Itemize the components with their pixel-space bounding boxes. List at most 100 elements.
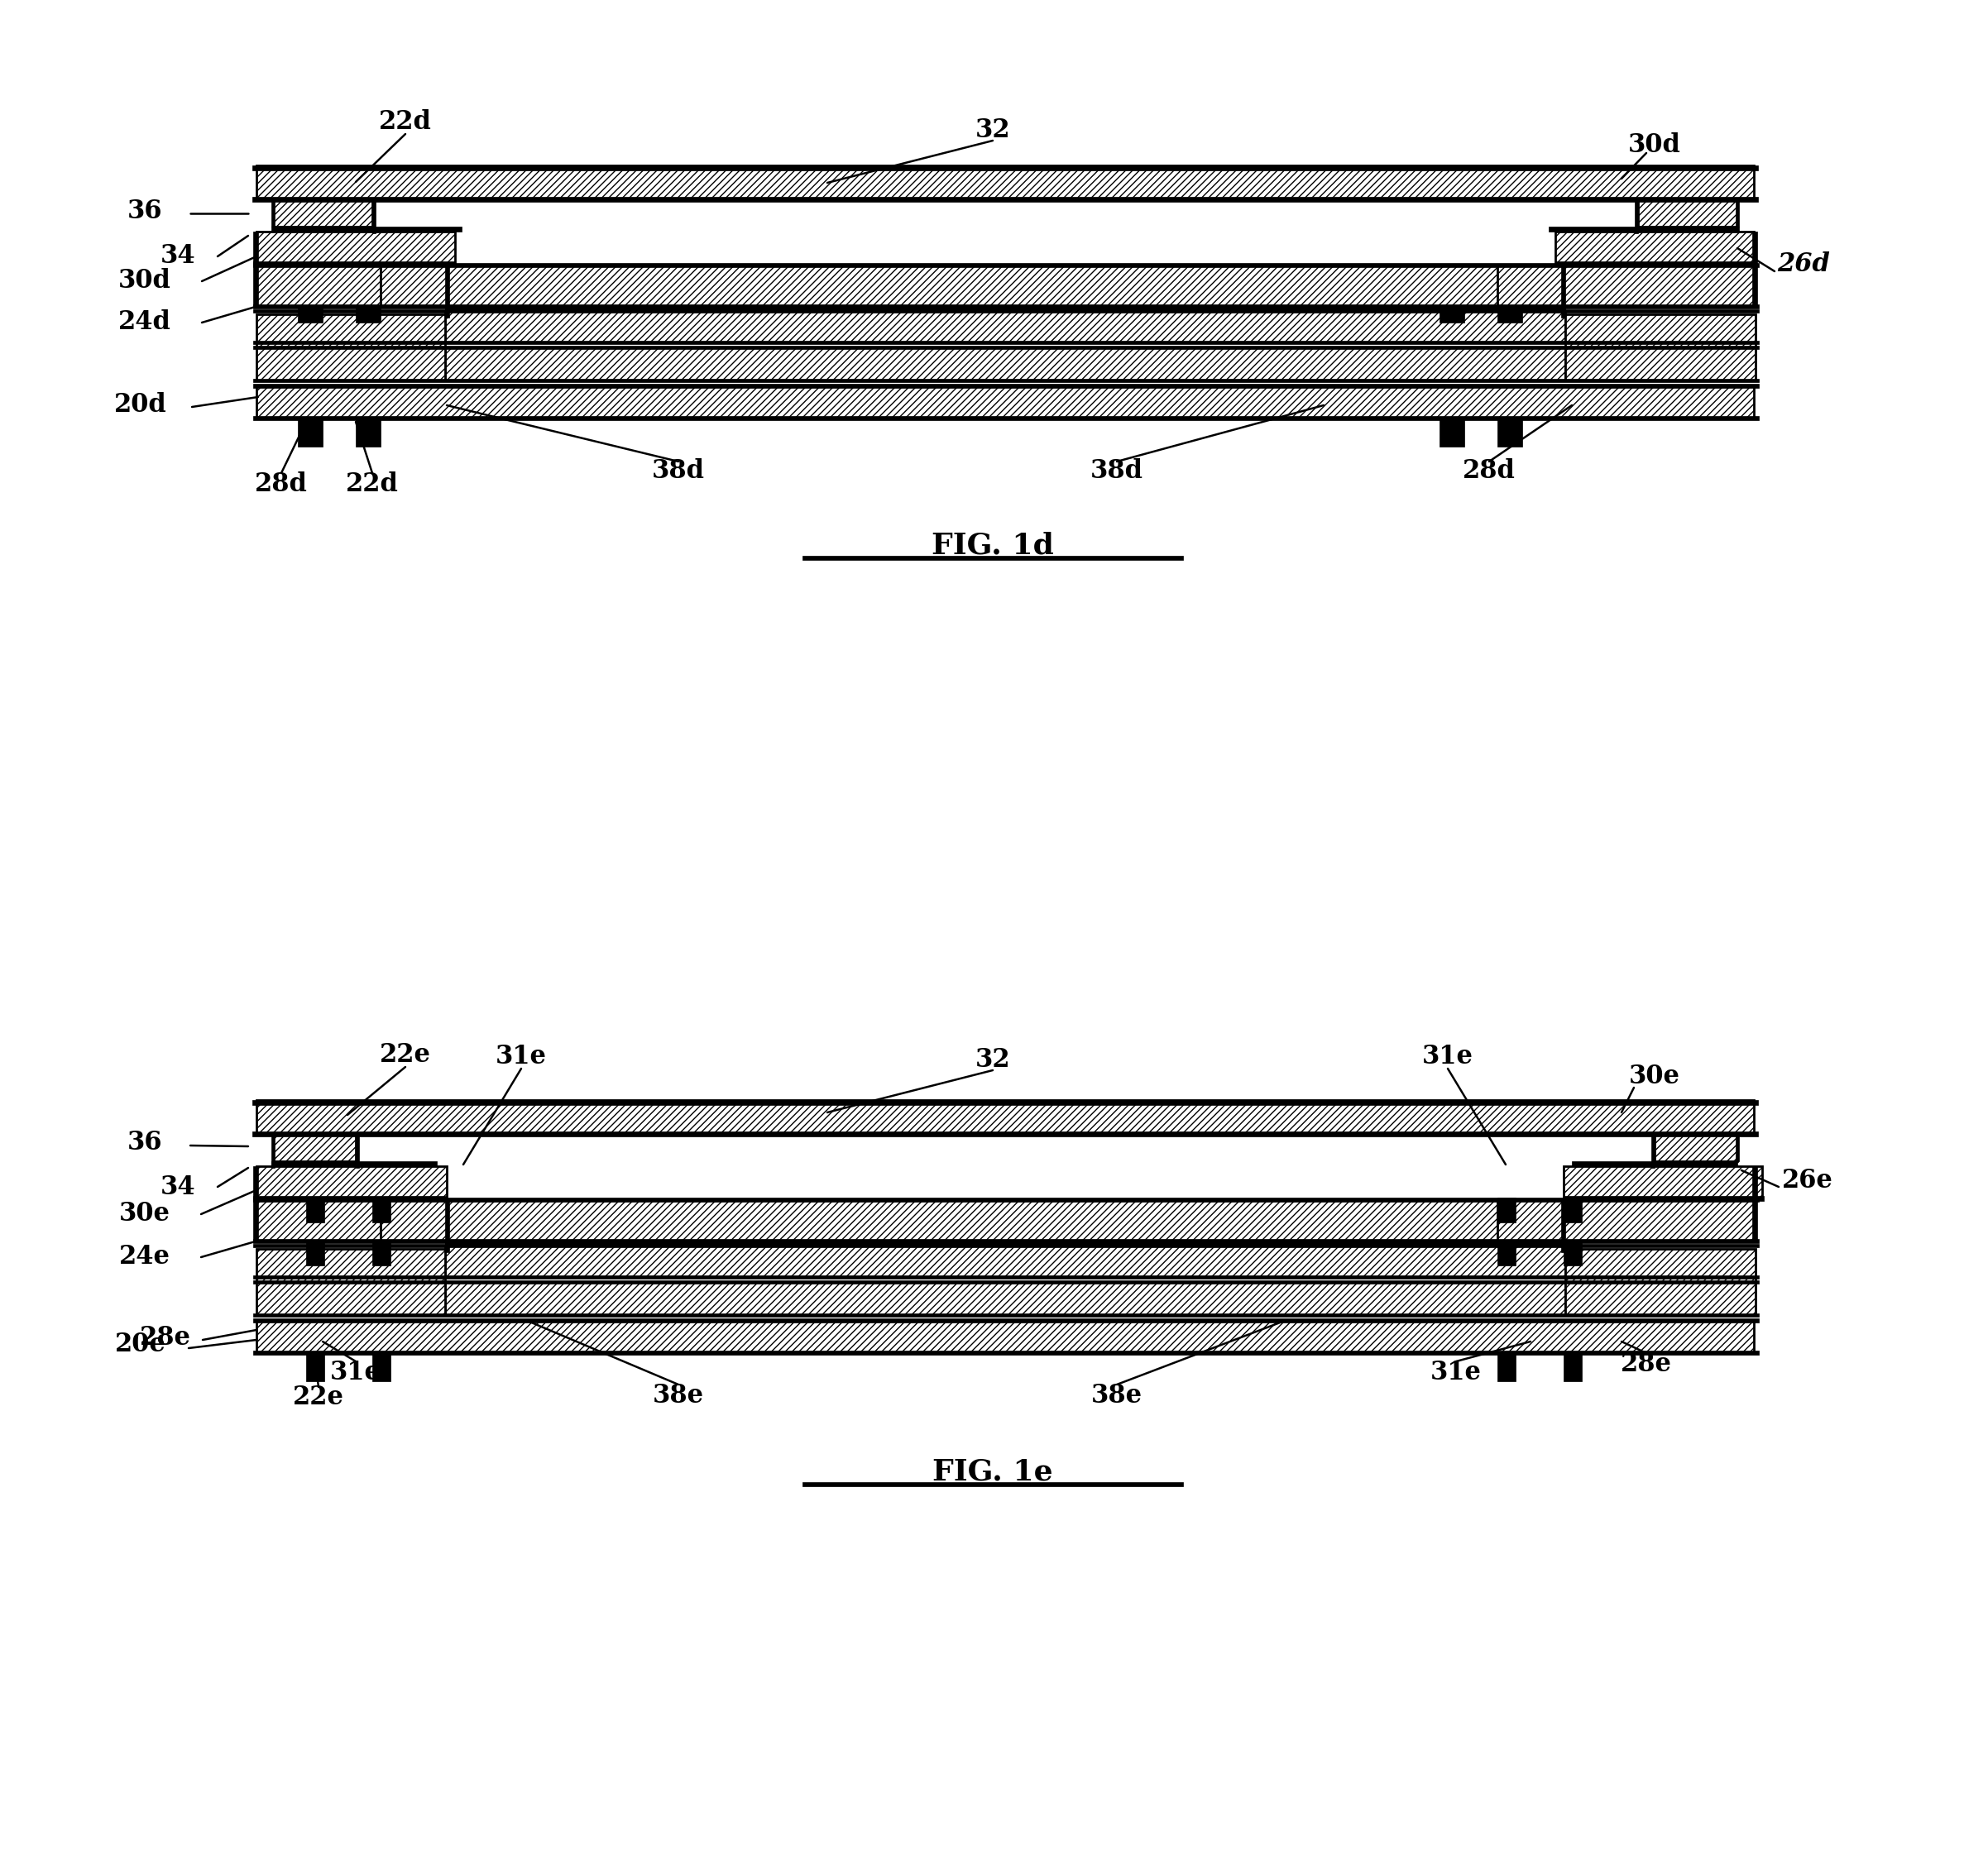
Bar [1439,308,1465,322]
Bar [1751,1200,1757,1241]
Bar [445,306,1565,311]
Bar [1634,201,1638,232]
Text: 38e: 38e [652,1384,704,1408]
Bar [803,555,1183,561]
Bar [252,232,258,264]
Text: 24e: 24e [119,1245,171,1269]
Bar [252,165,1757,171]
Bar [445,1245,1565,1277]
Bar [445,264,449,317]
Bar [1565,1354,1582,1382]
Bar [1497,418,1523,446]
Text: 36: 36 [127,1131,163,1155]
Bar [1565,1243,1582,1266]
Bar [1497,1354,1515,1382]
Bar [256,1101,1753,1134]
Bar [1751,232,1757,264]
Bar [256,165,1753,201]
Text: 28d: 28d [254,471,308,497]
Bar [380,264,1630,306]
Text: 28d: 28d [1463,459,1515,484]
Bar [252,263,1759,266]
Text: 32: 32 [976,118,1010,144]
Bar [1736,201,1740,227]
Bar [252,1281,1759,1284]
Text: 34: 34 [161,244,195,270]
Bar [256,315,445,381]
Bar [256,232,455,264]
Text: 31e: 31e [495,1044,547,1071]
Bar [1497,264,1753,306]
Text: 22e: 22e [380,1043,431,1067]
Text: 34: 34 [161,1174,195,1200]
Text: 36: 36 [127,199,163,223]
Text: 22d: 22d [380,109,431,135]
Bar [252,1239,1759,1243]
Bar [252,1166,258,1200]
Bar [252,1200,258,1241]
Text: 28e: 28e [139,1326,191,1352]
Text: 26e: 26e [1781,1168,1833,1194]
Bar [372,1243,390,1266]
Bar [445,347,1565,381]
Bar [272,1134,356,1161]
Bar [1497,308,1523,322]
Bar [1565,1166,1761,1200]
Text: 20e: 20e [115,1331,167,1358]
Text: 38d: 38d [652,459,706,484]
Bar [252,1131,1757,1136]
Bar [256,1320,1753,1354]
Bar [256,1166,447,1200]
Bar [252,1196,447,1200]
Bar [1439,418,1465,446]
Text: 38e: 38e [1091,1384,1143,1408]
Bar [372,1198,390,1222]
Text: 22e: 22e [292,1386,344,1410]
Text: 24d: 24d [119,309,171,336]
Bar [1555,261,1755,266]
Bar [306,1243,324,1266]
Bar [256,264,513,306]
Bar [1565,1198,1582,1222]
Bar [252,384,1759,388]
Bar [380,1200,1630,1241]
Bar [256,1249,445,1314]
Text: 20d: 20d [113,392,167,418]
Text: 22d: 22d [346,471,400,497]
Bar [356,418,380,446]
Text: 30e: 30e [1628,1063,1680,1089]
Bar [272,201,372,227]
Bar [1565,1249,1755,1314]
Text: 30d: 30d [1628,131,1682,158]
Bar [252,1312,1759,1316]
Text: 28e: 28e [1620,1352,1672,1378]
Text: 26⁣d: 26⁣d [1777,251,1829,278]
Bar [1549,227,1740,232]
Bar [252,1198,1759,1202]
Bar [252,197,1757,203]
Bar [445,1241,1565,1245]
Bar [372,201,376,232]
Text: 30d: 30d [119,268,171,294]
Bar [298,308,322,322]
Bar [1561,264,1565,317]
Bar [445,1283,1565,1314]
Bar [252,309,1759,313]
Bar [298,418,322,446]
Bar [1736,1134,1740,1161]
Bar [1751,1166,1757,1200]
Bar [270,201,274,227]
Bar [445,1200,449,1253]
Bar [252,416,1759,420]
Bar [270,1161,437,1166]
Bar [252,379,1759,382]
Text: 31e: 31e [1421,1044,1473,1071]
Bar [1561,1200,1565,1253]
Bar [1497,1200,1753,1241]
Bar [803,1481,1183,1487]
Text: 31e: 31e [330,1359,382,1386]
Bar [1638,201,1738,227]
Bar [252,341,1759,345]
Bar [356,308,380,322]
Text: FIG. 1e: FIG. 1e [932,1459,1054,1487]
